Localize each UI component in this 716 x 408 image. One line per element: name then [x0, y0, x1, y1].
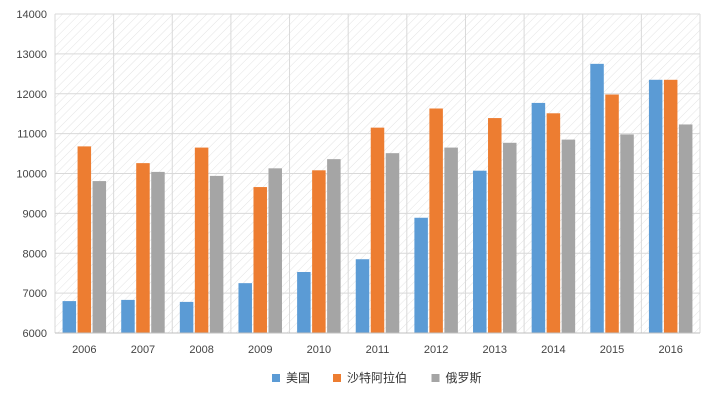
bar-series-1-2014	[531, 102, 546, 333]
bar-series-1-2009	[238, 283, 252, 333]
bar-series-2-2012	[429, 108, 443, 333]
bars	[62, 63, 693, 333]
bar-series-1-2015	[590, 63, 604, 333]
bar-series-1-2010	[297, 271, 311, 333]
x-tick-label: 2012	[424, 344, 448, 356]
bar-series-2-2014	[546, 113, 561, 333]
bar-series-1-2012	[414, 217, 428, 333]
bar-series-3-2014	[561, 139, 576, 333]
bar-series-3-2010	[327, 159, 341, 333]
bar-series-3-2007	[151, 171, 165, 333]
x-tick-label: 2008	[189, 344, 213, 356]
bar-series-1-2007	[121, 299, 135, 333]
x-tick-label: 2013	[483, 344, 507, 356]
bar-series-3-2006	[92, 181, 107, 333]
bar-series-1-2011	[355, 259, 370, 333]
bar-series-2-2015	[605, 94, 619, 333]
legend-label-3: 俄罗斯	[446, 371, 482, 385]
legend-label-1: 美国	[286, 371, 310, 385]
bar-series-2-2010	[312, 170, 326, 333]
y-tick-label: 7000	[23, 288, 47, 300]
bar-series-3-2009	[268, 168, 282, 333]
y-axis-ticks: 6000 7000 8000 9000 10000 11000 12000 13000 1400…	[16, 9, 47, 340]
y-tick-label: 14000	[16, 9, 47, 21]
y-tick-label: 8000	[23, 248, 47, 260]
bar-series-1-2006	[62, 301, 77, 333]
bar-series-3-2012	[444, 147, 458, 333]
y-tick-label: 9000	[23, 208, 47, 220]
x-tick-label: 2016	[658, 344, 682, 356]
x-axis-ticks: 2006 2007 2008 2009 2010 2011 2012 2013 2014 2015…	[72, 344, 683, 356]
x-tick-label: 2009	[248, 344, 272, 356]
bar-series-2-2016	[663, 79, 678, 333]
y-tick-label: 10000	[16, 169, 47, 181]
legend-swatch-2	[333, 374, 341, 382]
y-tick-label: 13000	[16, 49, 47, 61]
bar-series-2-2011	[370, 127, 385, 333]
bar-series-3-2011	[385, 153, 400, 333]
bar-series-2-2007	[136, 163, 150, 333]
bar-series-2-2009	[253, 187, 267, 333]
x-tick-label: 2014	[541, 344, 565, 356]
legend-swatch-3	[431, 374, 440, 382]
x-tick-label: 2006	[72, 344, 96, 356]
y-tick-label: 12000	[16, 89, 47, 101]
x-tick-label: 2015	[600, 344, 624, 356]
x-tick-label: 2010	[307, 344, 331, 356]
bar-series-2-2008	[194, 147, 209, 333]
legend: 美国 沙特阿拉伯 俄罗斯	[272, 370, 482, 385]
bar-series-3-2015	[620, 134, 634, 333]
legend-swatch-1	[272, 374, 280, 382]
bar-series-1-2013	[473, 170, 487, 333]
bar-series-2-2013	[488, 118, 502, 333]
bar-series-2-2006	[77, 146, 92, 333]
y-tick-label: 6000	[23, 328, 47, 340]
bar-series-3-2013	[503, 142, 517, 333]
y-tick-label: 11000	[17, 129, 47, 141]
bar-series-3-2008	[209, 175, 224, 333]
bar-series-1-2008	[179, 301, 194, 333]
bar-series-3-2016	[678, 124, 693, 333]
x-tick-label: 2011	[366, 344, 390, 356]
x-tick-label: 2007	[131, 344, 155, 356]
legend-label-2: 沙特阿拉伯	[347, 370, 407, 385]
bar-series-1-2016	[648, 79, 663, 333]
